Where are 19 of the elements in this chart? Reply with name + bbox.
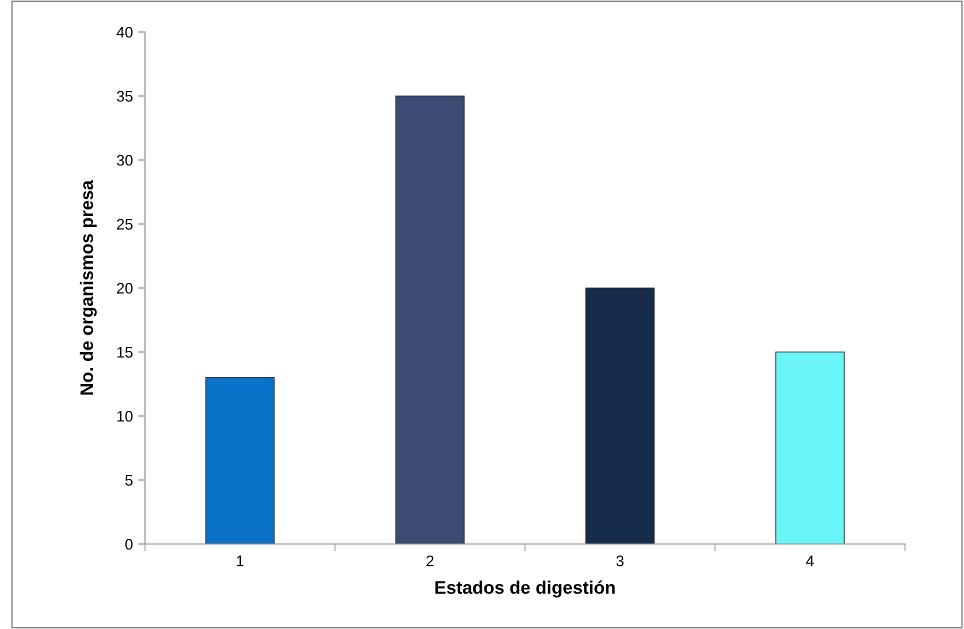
y-tick-label: 10 [117,410,133,422]
y-tick-label: 35 [116,90,133,102]
bar [775,352,845,544]
y-tick-label: 5 [125,475,133,486]
bar [205,377,275,544]
x-tick-label: 4 [806,556,814,566]
y-axis-title: No. de organismos presa [80,180,97,395]
x-tick-label: 1 [236,556,244,566]
bar [395,96,465,544]
y-tick-label: 15 [117,347,133,358]
y-tick-label: 0 [125,538,133,550]
bar [585,288,655,544]
y-tick-label: 40 [116,26,133,38]
y-tick-label: 25 [116,218,133,230]
y-tick-label: 30 [116,154,133,166]
x-axis-title: Estados de digestión [435,580,615,598]
y-tick-label: 20 [116,282,133,294]
x-tick-label: 2 [426,556,434,566]
x-tick-label: 3 [616,556,624,566]
